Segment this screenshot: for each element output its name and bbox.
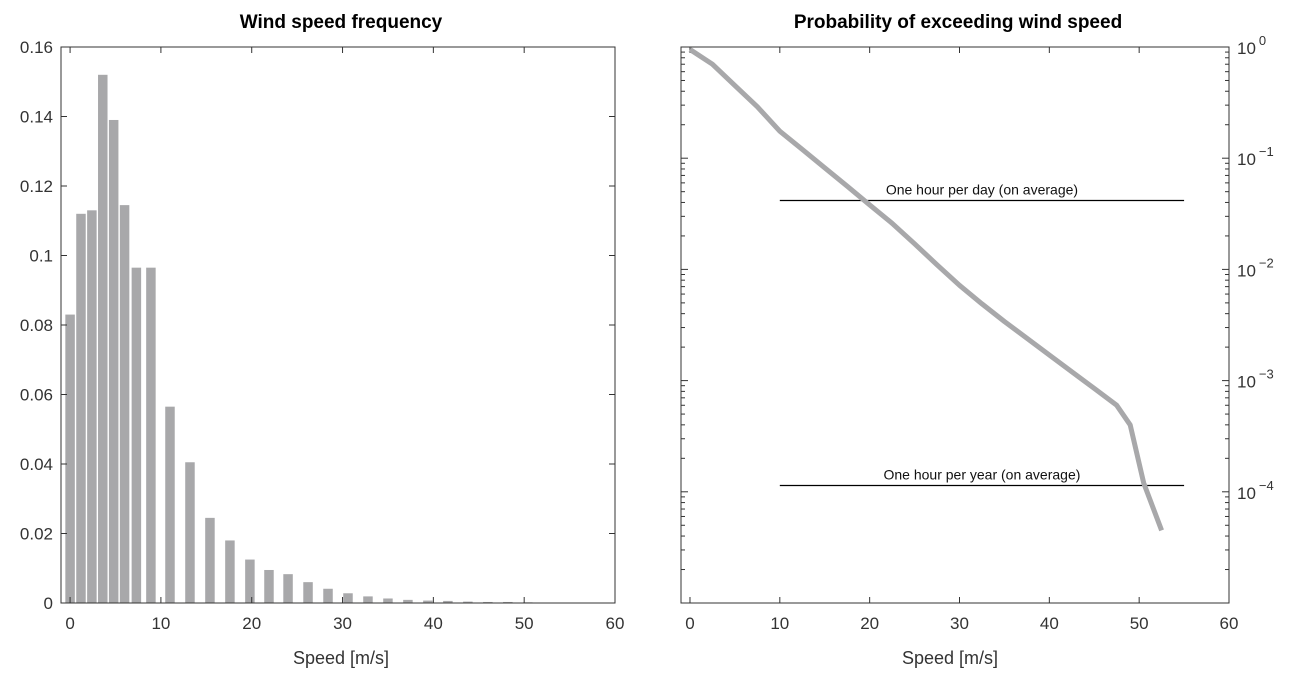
x-tick-label: 20 (242, 614, 261, 633)
bar (343, 593, 353, 603)
bar (165, 406, 175, 603)
x-tick-label: 30 (950, 614, 969, 633)
x-tick-label: 50 (1130, 614, 1149, 633)
bar (483, 601, 493, 603)
x-tick-label: 0 (685, 614, 694, 633)
bar (443, 600, 453, 603)
y-tick-label: 10 −1 (1237, 144, 1274, 169)
left-bars (65, 74, 573, 604)
bar (323, 588, 333, 603)
y-tick-label: 0.02 (20, 525, 53, 544)
y-tick-label: 10 −4 (1237, 478, 1274, 503)
x-tick-label: 0 (65, 614, 74, 633)
bar (225, 540, 235, 603)
y-tick-label: 0.12 (20, 177, 53, 196)
bar (119, 205, 130, 604)
y-tick-label: 0.08 (20, 316, 53, 335)
right-chart: Probability of exceeding wind speed 0 10 2… (680, 12, 1274, 668)
bar (205, 517, 215, 603)
x-tick-label: 30 (333, 614, 352, 633)
left-ticks: 0 10 20 30 40 50 60 0 0.02 0.04 0.06 0.08 0.1 0.12 0.1… (20, 38, 625, 633)
bar (303, 582, 313, 603)
bar (363, 596, 373, 603)
bar (185, 462, 195, 603)
bar (503, 601, 513, 603)
x-tick-label: 10 (151, 614, 170, 633)
x-tick-label: 60 (1220, 614, 1239, 633)
x-tick-label: 40 (424, 614, 443, 633)
y-tick-label: 0.16 (20, 38, 53, 57)
y-tick-label: 0.14 (20, 108, 53, 127)
bar (463, 601, 473, 603)
right-x-axis-label: Speed [m/s] (902, 648, 998, 668)
left-chart-title: Wind speed frequency (240, 12, 443, 33)
y-tick-label: 10 0 (1237, 33, 1266, 58)
x-tick-label: 60 (606, 614, 625, 633)
exceedance-line (688, 47, 1164, 532)
right-chart-title: Probability of exceeding wind speed (794, 12, 1122, 33)
right-annotations: One hour per day (on average) One hour pe… (779, 181, 1185, 487)
bar (76, 213, 86, 604)
right-plot-frame (680, 46, 1230, 604)
bar (403, 599, 413, 603)
bar (146, 267, 156, 603)
bar (87, 210, 97, 603)
bar (98, 74, 108, 604)
bar (108, 119, 119, 603)
bar (423, 600, 433, 603)
left-plot-frame (60, 46, 616, 604)
bar (264, 569, 274, 603)
left-chart: Wind speed frequency 0 10 20 30 40 50 6000.020… (20, 12, 625, 668)
annotation-label: One hour per day (on average) (886, 181, 1078, 197)
annotation-label: One hour per year (on average) (884, 466, 1081, 482)
bar (283, 574, 293, 603)
y-tick-label: 10 −3 (1237, 367, 1274, 392)
left-x-axis-label: Speed [m/s] (293, 648, 389, 668)
x-tick-label: 10 (770, 614, 789, 633)
y-tick-label: 0 (44, 594, 53, 613)
x-tick-label: 50 (515, 614, 534, 633)
bar (131, 267, 142, 603)
y-tick-label: 0.1 (29, 247, 53, 266)
y-tick-label: 0.06 (20, 386, 53, 405)
bar (383, 598, 393, 603)
y-tick-label: 10 −2 (1237, 255, 1274, 280)
y-tick-label: 0.04 (20, 455, 53, 474)
x-tick-label: 20 (860, 614, 879, 633)
bar (245, 559, 255, 603)
x-tick-label: 40 (1040, 614, 1059, 633)
bar (65, 314, 75, 603)
